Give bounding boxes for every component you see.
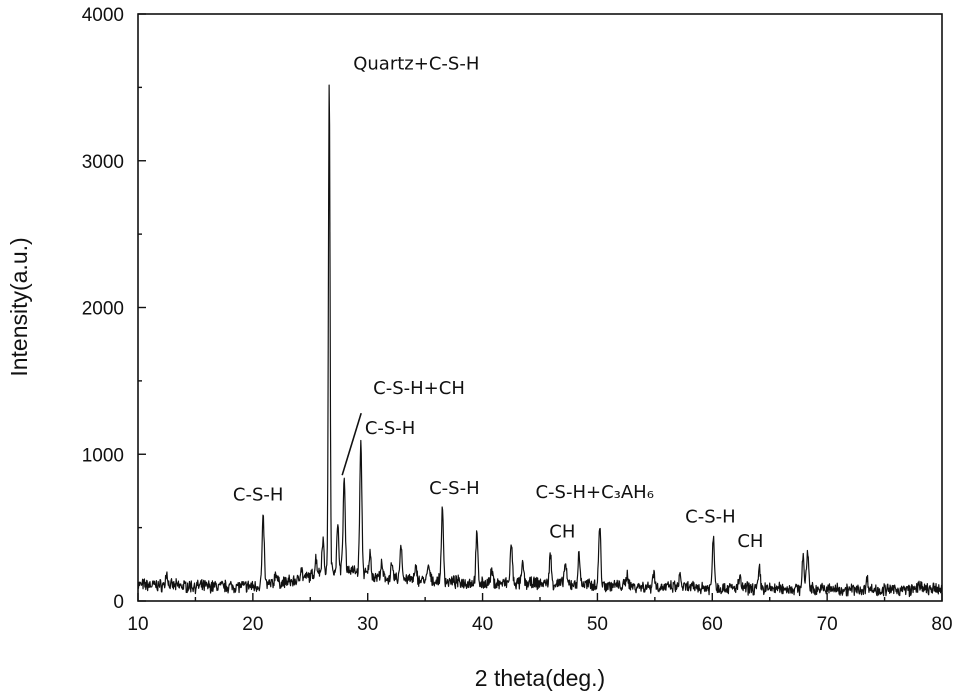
x-tick-label: 60 (702, 614, 723, 635)
peak-label: CH (737, 531, 763, 552)
x-tick-label: 70 (817, 614, 838, 635)
x-tick-label: 50 (587, 614, 608, 635)
peak-label: C-S-H+CH (373, 378, 465, 399)
peak-label: C-S-H (685, 506, 736, 527)
peak-label: C-S-H+C₃AH₆ (535, 482, 653, 503)
x-tick-label: 20 (242, 614, 263, 635)
x-tick-label: 10 (127, 614, 148, 635)
y-tick-label: 3000 (82, 152, 124, 173)
plot-frame (137, 13, 943, 602)
peak-label: C-S-H (429, 478, 480, 499)
x-tick-label: 40 (472, 614, 493, 635)
y-axis-title: Intensity(a.u.) (6, 237, 32, 376)
x-tick-labels: 10 20 30 40 50 60 70 80 (127, 614, 952, 635)
peak-label: Quartz+C-S-H (353, 54, 479, 75)
y-tick-label: 2000 (82, 299, 124, 320)
x-tick-label: 80 (931, 614, 952, 635)
y-tick-label: 1000 (82, 445, 124, 466)
xrd-trace (137, 84, 943, 598)
peak-label: C-S-H (365, 418, 416, 439)
y-tick-labels: 0 1000 2000 3000 4000 (82, 5, 124, 613)
peak-label: C-S-H (233, 484, 284, 505)
leader-line (341, 412, 362, 476)
y-tick-label: 4000 (82, 5, 124, 26)
peak-annotations: Quartz+C-S-HC-S-H+CHC-S-HC-S-H C-S-HCHC-S… (233, 54, 764, 553)
peak-label: CH (549, 522, 575, 543)
axis-ticks (137, 13, 943, 602)
x-axis-title: 2 theta(deg.) (475, 665, 605, 691)
y-tick-label: 0 (113, 592, 124, 613)
x-tick-label: 30 (357, 614, 378, 635)
xrd-pattern-line (137, 84, 943, 598)
